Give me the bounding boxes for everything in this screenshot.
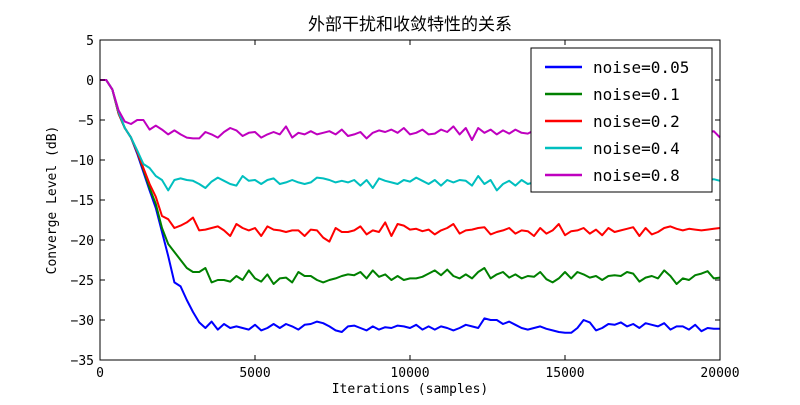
ticks-layer: 0 5000 10000 15000 20000 5 0 −5 −10 −15 −20 −25 −30 −…: [71, 34, 740, 381]
y-tick-label: −10: [71, 154, 94, 169]
legend-label-4: noise=0.4: [593, 139, 680, 158]
x-tick-label: 5000: [239, 366, 270, 381]
y-tick-label: −20: [71, 234, 94, 249]
x-tick-label: 0: [96, 366, 104, 381]
legend-label-5: noise=0.8: [593, 166, 680, 185]
x-tick-label: 20000: [700, 366, 739, 381]
y-tick-label: −5: [78, 114, 94, 129]
series-line-2: [100, 79, 721, 285]
y-tick-label: −35: [71, 354, 94, 369]
y-axis-label: Converge Level (dB): [45, 126, 60, 275]
x-tick-label: 10000: [390, 366, 429, 381]
legend-label-1: noise=0.05: [593, 58, 689, 77]
y-tick-label: 0: [86, 74, 94, 89]
x-axis-label: Iterations (samples): [332, 382, 489, 397]
legend-label-3: noise=0.2: [593, 112, 680, 131]
chart-title: 外部干扰和收敛特性的关系: [308, 15, 512, 35]
y-tick-label: 5: [86, 34, 94, 49]
series-line-1: [100, 79, 720, 334]
series-line-3: [100, 79, 721, 243]
legend-label-2: noise=0.1: [593, 85, 680, 104]
x-tick-label: 15000: [545, 366, 584, 381]
y-tick-label: −30: [71, 314, 94, 329]
y-tick-label: −25: [71, 274, 94, 289]
legend: noise=0.05 noise=0.1 noise=0.2 noise=0.4 noi…: [530, 47, 713, 193]
y-tick-label: −15: [71, 194, 94, 209]
